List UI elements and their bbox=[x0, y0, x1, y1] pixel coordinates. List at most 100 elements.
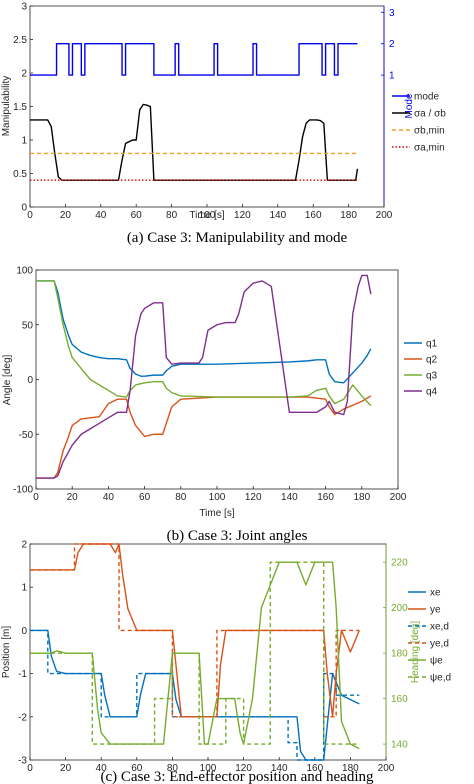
chart-b-xtick-label: 140 bbox=[281, 492, 298, 503]
chart-b-legend-label: q1 bbox=[426, 339, 438, 350]
chart-a-ytick-label: 0.5 bbox=[13, 169, 27, 180]
chart-b-ytick-label: 0 bbox=[27, 375, 33, 386]
chart-a: 0 20 40 60 80 100 120 140 160 180 200 0 0.5 1 1.5 2 2.5 3… bbox=[1, 2, 446, 247]
chart-a-xtick-label: 0 bbox=[27, 210, 33, 221]
chart-c-xtick-label: 60 bbox=[131, 763, 143, 774]
chart-c-series-2 bbox=[30, 543, 360, 718]
chart-c-y2tick-label: 160 bbox=[391, 694, 408, 705]
chart-a-xtick-label: 120 bbox=[234, 210, 251, 221]
chart-a-legend-label: σa / σb bbox=[414, 109, 446, 120]
chart-c-legend-label: xe bbox=[430, 588, 441, 599]
chart-b-legend: q1 q2 q3 q4 bbox=[404, 339, 438, 398]
chart-c-legend: xe ye xe,d ye,d ψe ψe,d bbox=[408, 588, 451, 684]
chart-c-y2label: Heading [deg] bbox=[410, 621, 421, 683]
chart-a-lines bbox=[30, 42, 359, 181]
chart-c-series-4 bbox=[30, 561, 360, 750]
chart-a-xtick-label: 160 bbox=[305, 210, 322, 221]
chart-c-y2tick-label: 140 bbox=[391, 740, 408, 751]
chart-c-ytick-label: 1 bbox=[21, 583, 27, 594]
chart-a-ytick-label: 1.5 bbox=[13, 102, 27, 113]
chart-b-series-0 bbox=[36, 280, 372, 384]
chart-a-xtick-label: 40 bbox=[95, 210, 107, 221]
chart-c-plot-area bbox=[29, 543, 387, 761]
chart-a-ytick-label: 1 bbox=[21, 136, 27, 147]
chart-a-legend-label: σa,min bbox=[414, 143, 445, 154]
chart-b-ylabel: Angle [deg] bbox=[2, 354, 13, 405]
chart-b-series-1 bbox=[36, 395, 372, 479]
chart-b-ytick-label: 50 bbox=[22, 320, 34, 331]
chart-a-legend-label: σb,min bbox=[414, 126, 445, 137]
chart-a-y2tick-label: 1 bbox=[389, 71, 395, 82]
chart-b-ytick-label: 100 bbox=[16, 266, 33, 277]
chart-a-xtick-label: 180 bbox=[340, 210, 357, 221]
chart-c-legend-label: ψe bbox=[430, 656, 443, 667]
chart-a-series-0 bbox=[30, 42, 358, 76]
chart-b-xtick-label: 60 bbox=[139, 492, 151, 503]
chart-a-xtick-label: 100 bbox=[199, 210, 216, 221]
chart-a-y2tick-label: 3 bbox=[389, 8, 395, 19]
chart-b-xlabel: Time [s] bbox=[199, 508, 234, 519]
chart-c-legend-label: ye,d bbox=[430, 639, 449, 650]
chart-c-ytick-label: 2 bbox=[21, 540, 27, 551]
chart-a-caption: (a) Case 3: Manipulability and mode bbox=[127, 230, 348, 246]
chart-b-xtick-label: 180 bbox=[353, 492, 370, 503]
chart-b-caption: (b) Case 3: Joint angles bbox=[167, 528, 308, 544]
chart-c-series-1 bbox=[30, 629, 360, 761]
chart-c-xtick-label: 120 bbox=[235, 763, 252, 774]
chart-c-ytick-label: -3 bbox=[18, 756, 27, 767]
chart-c-xtick-label: 80 bbox=[167, 763, 179, 774]
chart-c-ticks: 0 20 40 60 80 100 120 140 160 180 200 -3 -2 -1 0 1 2 140 1… bbox=[18, 540, 408, 775]
chart-c-caption: (c) Case 3: End-effector position and he… bbox=[101, 769, 374, 784]
chart-c-ylabel: Position [m] bbox=[1, 626, 12, 678]
chart-c-ytick-label: 0 bbox=[21, 626, 27, 637]
chart-c-series-3 bbox=[30, 543, 360, 718]
chart-a-y2tick-label: 2 bbox=[389, 39, 395, 50]
chart-a-xlabel: Time [s] bbox=[189, 210, 224, 221]
chart-b-xtick-label: 40 bbox=[103, 492, 115, 503]
chart-b-ticks: 0 20 40 60 80 100 120 140 160 180 200 -100 -50 0 50 100 bbox=[13, 266, 407, 504]
chart-b-xtick-label: 80 bbox=[175, 492, 187, 503]
chart-c-series-0 bbox=[30, 629, 360, 761]
chart-a-ylabel: Manipulability bbox=[1, 76, 12, 137]
chart-b-ytick-label: -100 bbox=[13, 485, 33, 496]
chart-c-legend-label: ye bbox=[430, 605, 441, 616]
chart-a-legend-label: mode bbox=[414, 92, 439, 103]
chart-c-xtick-label: 200 bbox=[378, 763, 395, 774]
chart-b-lines bbox=[36, 274, 372, 479]
chart-a-xtick-label: 140 bbox=[269, 210, 286, 221]
chart-a-xtick-label: 200 bbox=[376, 210, 393, 221]
chart-c-xtick-label: 180 bbox=[342, 763, 359, 774]
chart-c-ytick-label: -2 bbox=[18, 712, 27, 723]
chart-c-xtick-label: 0 bbox=[27, 763, 33, 774]
chart-c-series-5 bbox=[30, 561, 360, 745]
chart-a-xtick-label: 60 bbox=[131, 210, 143, 221]
chart-b-xtick-label: 160 bbox=[317, 492, 334, 503]
chart-c-y2tick-label: 220 bbox=[391, 558, 408, 569]
chart-b-series-3 bbox=[36, 274, 372, 479]
chart-c-xtick-label: 140 bbox=[271, 763, 288, 774]
chart-b-ytick-label: -50 bbox=[19, 430, 34, 441]
chart-b-legend-label: q4 bbox=[426, 387, 438, 398]
chart-b-xtick-label: 100 bbox=[209, 492, 226, 503]
chart-c-lines bbox=[30, 543, 360, 761]
chart-b-xtick-label: 200 bbox=[390, 492, 407, 503]
chart-a-xtick-label: 80 bbox=[166, 210, 178, 221]
chart-a-ytick-label: 2.5 bbox=[13, 35, 27, 46]
chart-c-y2tick-label: 180 bbox=[391, 649, 408, 660]
chart-b: 0 20 40 60 80 100 120 140 160 180 200 -100 -50 0 50 100… bbox=[2, 266, 438, 545]
chart-a-legend: mode σa / σb σb,min σa,min bbox=[392, 92, 446, 154]
chart-b-series-2 bbox=[36, 280, 372, 407]
chart-c-xtick-label: 40 bbox=[96, 763, 108, 774]
chart-b-legend-label: q3 bbox=[426, 371, 438, 382]
chart-c-legend-label: ψe,d bbox=[430, 673, 451, 684]
chart-c-ytick-label: -1 bbox=[18, 669, 27, 680]
chart-c: 0 20 40 60 80 100 120 140 160 180 200 -3 -2 -1 0 1 2 140 1… bbox=[1, 540, 451, 784]
chart-c-xtick-label: 100 bbox=[200, 763, 217, 774]
chart-c-xtick-label: 20 bbox=[60, 763, 72, 774]
chart-c-y2tick-label: 200 bbox=[391, 603, 408, 614]
chart-b-xtick-label: 120 bbox=[245, 492, 262, 503]
chart-c-xtick-label: 160 bbox=[306, 763, 323, 774]
chart-a-plot-area bbox=[29, 5, 385, 208]
chart-a-series-1 bbox=[30, 103, 359, 181]
